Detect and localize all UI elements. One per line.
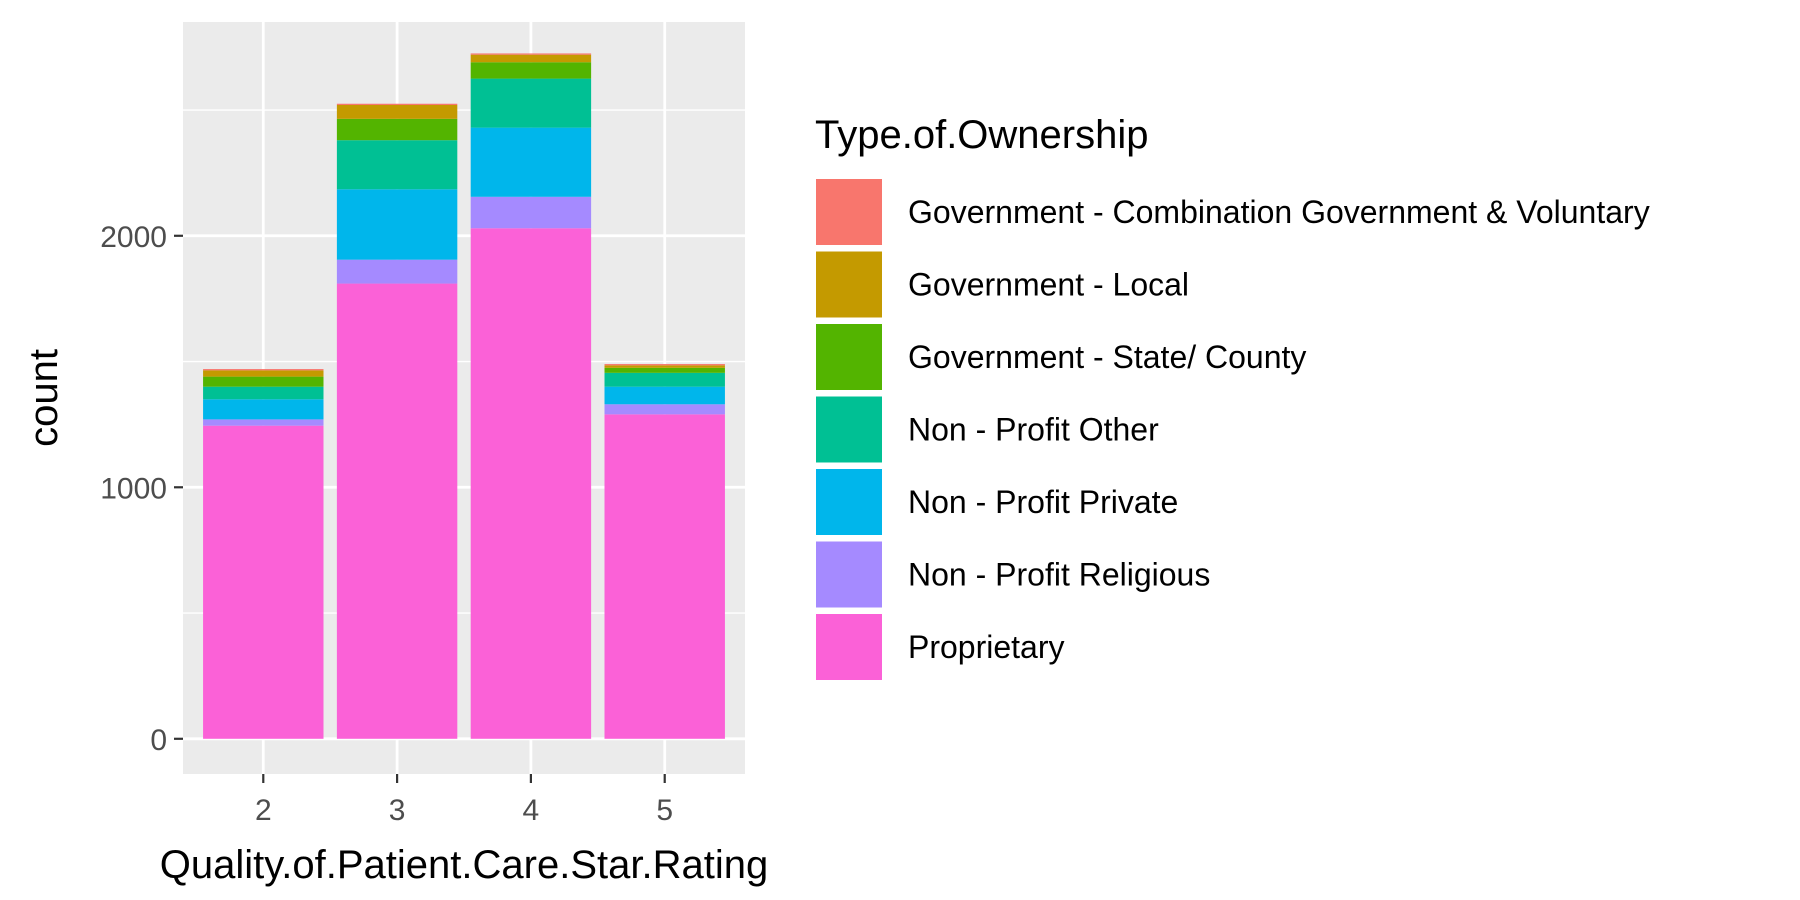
y-tick-label: 0 bbox=[150, 724, 167, 757]
bar-segment bbox=[336, 104, 458, 119]
bar-segment bbox=[336, 189, 458, 260]
bar-segment bbox=[604, 386, 725, 405]
bar-segment bbox=[203, 425, 324, 739]
bar-segment bbox=[203, 376, 324, 387]
bar-segment bbox=[470, 62, 592, 79]
legend-key bbox=[814, 177, 884, 247]
x-tick-label: 2 bbox=[255, 794, 272, 827]
bar-segment bbox=[470, 53, 592, 55]
bar-segment bbox=[470, 228, 592, 739]
legend-key bbox=[814, 322, 884, 392]
bar-segment bbox=[336, 103, 458, 105]
x-tick-label: 3 bbox=[389, 794, 406, 827]
y-axis-title: count bbox=[22, 349, 66, 447]
y-tick-label: 2000 bbox=[100, 221, 167, 254]
bar-segment bbox=[604, 367, 725, 373]
bar-segment bbox=[203, 399, 324, 420]
x-tick-label: 4 bbox=[523, 794, 540, 827]
legend-key bbox=[814, 467, 884, 537]
bar-segment bbox=[604, 372, 725, 387]
y-axis: 0 1000 2000 bbox=[100, 221, 183, 757]
bar-segment bbox=[336, 259, 458, 284]
bar-segment bbox=[203, 369, 324, 371]
legend-label: Government - State/ County bbox=[908, 339, 1306, 375]
legend-key bbox=[814, 394, 884, 465]
legend-label: Proprietary bbox=[908, 629, 1065, 665]
bar-segment bbox=[203, 386, 324, 400]
bar-segment bbox=[604, 365, 725, 368]
bar-segment bbox=[470, 54, 592, 63]
x-axis: 2 3 4 5 bbox=[255, 774, 673, 827]
legend-key bbox=[814, 539, 884, 610]
bar-segment bbox=[336, 140, 458, 190]
legend-label: Non - Profit Religious bbox=[908, 557, 1210, 593]
bar-segment bbox=[470, 78, 592, 128]
bar-segment bbox=[336, 283, 458, 739]
legend-label: Non - Profit Private bbox=[908, 484, 1178, 520]
bar-segment bbox=[203, 370, 324, 377]
legend-label: Government - Local bbox=[908, 267, 1189, 303]
legend-key bbox=[814, 249, 884, 320]
y-tick-label: 1000 bbox=[100, 472, 167, 505]
legend: Government - Combination Government & Vo… bbox=[814, 177, 1650, 682]
bar-segment bbox=[604, 364, 725, 366]
x-axis-title: Quality.of.Patient.Care.Star.Rating bbox=[160, 843, 768, 887]
bars bbox=[203, 53, 725, 739]
bar-segment bbox=[470, 196, 592, 229]
x-tick-label: 5 bbox=[656, 794, 673, 827]
bar-segment bbox=[336, 118, 458, 141]
bar-segment bbox=[604, 404, 725, 415]
legend-label: Government - Combination Government & Vo… bbox=[908, 194, 1650, 230]
bar-segment bbox=[203, 419, 324, 426]
bar-segment bbox=[604, 414, 725, 739]
legend-label: Non - Profit Other bbox=[908, 412, 1159, 448]
legend-key bbox=[814, 612, 884, 682]
bar-segment bbox=[470, 127, 592, 197]
legend-title: Type.of.Ownership bbox=[815, 113, 1149, 157]
